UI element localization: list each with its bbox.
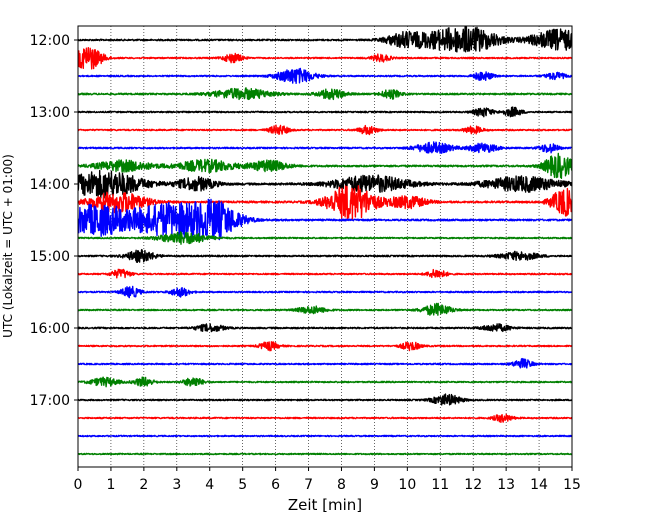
trace-1645: [78, 376, 572, 388]
x-tick-label-7: 7: [304, 477, 313, 493]
trace-1530: [78, 285, 572, 299]
y-tick-label-1: 13:00: [30, 105, 70, 121]
y-tick-label-4: 16:00: [30, 321, 70, 337]
x-tick-label-11: 11: [431, 477, 449, 493]
x-tick-label-15: 15: [563, 477, 581, 493]
trace-1300: [78, 106, 572, 118]
trace-1200: [78, 26, 572, 53]
x-tick-label-2: 2: [139, 477, 148, 493]
x-tick-label-0: 0: [74, 477, 83, 493]
x-tick-label-13: 13: [497, 477, 515, 493]
trace-1415: [78, 185, 572, 221]
x-tick-label-5: 5: [238, 477, 247, 493]
x-tick-label-6: 6: [271, 477, 280, 493]
x-tick-label-1: 1: [106, 477, 115, 493]
trace-1745: [78, 452, 572, 456]
y-tick-label-3: 15:00: [30, 249, 70, 265]
x-tick-label-4: 4: [205, 477, 214, 493]
trace-1730: [78, 434, 572, 438]
y-tick-label-5: 17:00: [30, 393, 70, 409]
x-tick-label-10: 10: [398, 477, 416, 493]
trace-1715: [78, 413, 572, 423]
trace-1500: [78, 248, 572, 263]
trace-1545: [78, 302, 572, 316]
x-tick-label-3: 3: [172, 477, 181, 493]
trace-1330: [78, 141, 572, 154]
trace-1600: [78, 323, 572, 333]
trace-1345: [78, 152, 572, 179]
x-tick-label-12: 12: [464, 477, 482, 493]
trace-1245: [78, 87, 572, 101]
trace-1400: [78, 169, 572, 199]
y-axis-label: UTC (Lokalzeit = UTC + 01:00): [1, 154, 15, 338]
seismic-traces: [78, 26, 572, 456]
x-tick-label-14: 14: [530, 477, 548, 493]
x-axis-label: Zeit [min]: [288, 496, 362, 514]
x-axis-ticks: 0 1 2 3 4 5 6 7 8 9 10 11 12 13 14 15: [74, 467, 581, 493]
y-tick-label-0: 12:00: [30, 33, 70, 49]
trace-1215: [78, 47, 572, 70]
trace-1445: [78, 231, 572, 245]
x-tick-label-9: 9: [370, 477, 379, 493]
trace-1615: [78, 341, 572, 352]
trace-1430: [78, 198, 572, 241]
trace-1630: [78, 357, 572, 369]
x-tick-label-8: 8: [337, 477, 346, 493]
trace-1315: [78, 124, 572, 136]
trace-1515: [78, 268, 572, 279]
y-axis-ticks: 12:00 13:00 14:00 15:00 16:00 17:00: [30, 33, 78, 409]
trace-1230: [78, 67, 572, 84]
y-tick-label-2: 14:00: [30, 177, 70, 193]
plot-frame: [77, 25, 573, 468]
trace-1700: [78, 393, 572, 406]
